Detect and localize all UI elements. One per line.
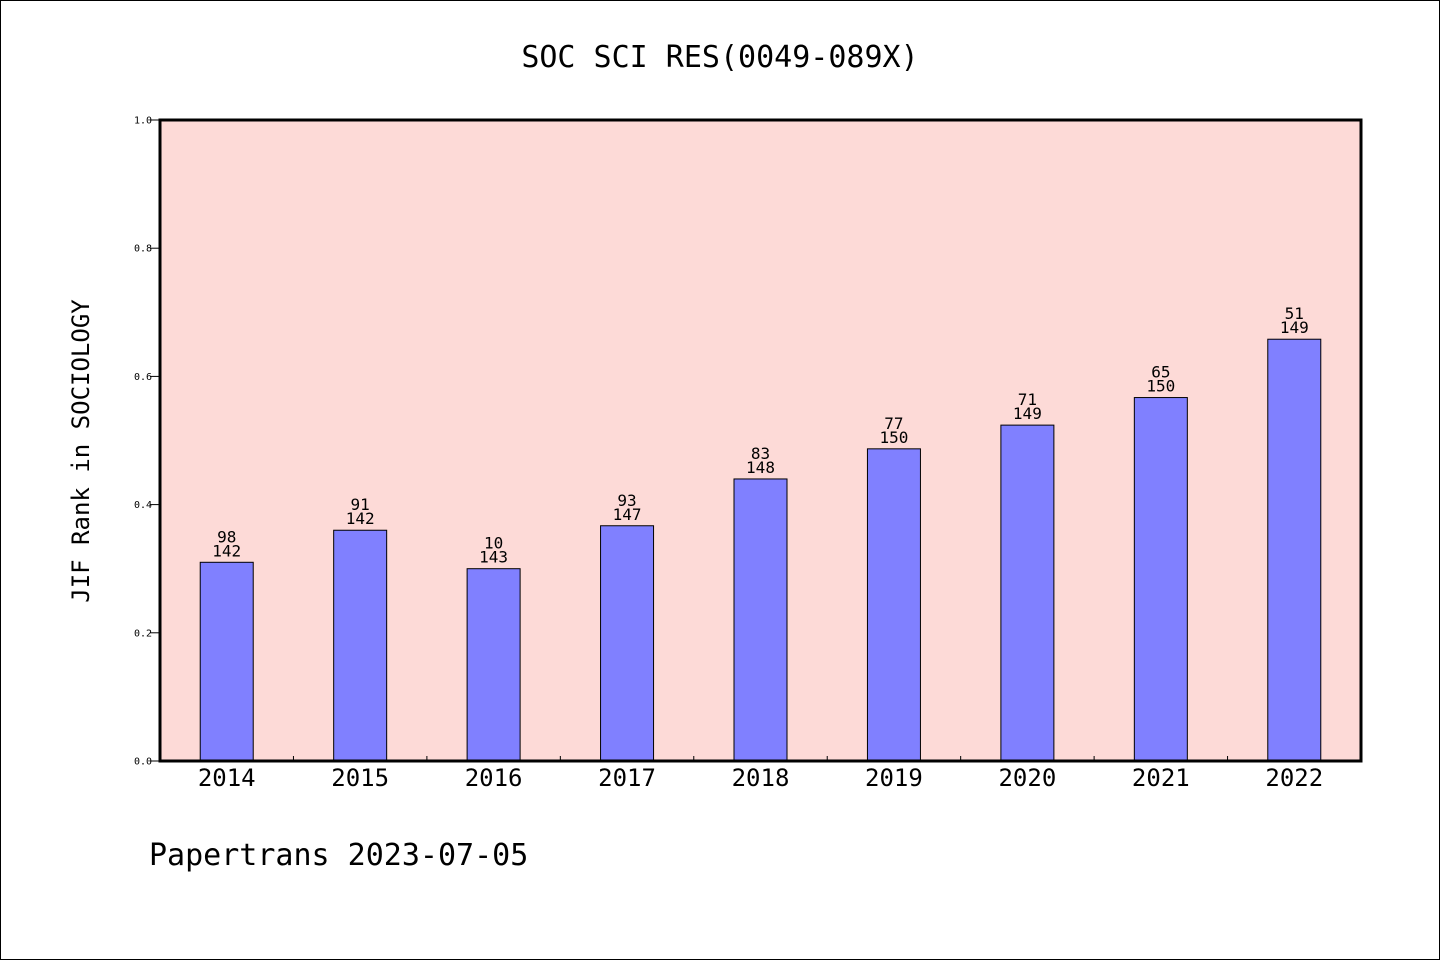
bar-label-total: 142 bbox=[212, 541, 241, 560]
bar-label-rank: 93 bbox=[617, 491, 636, 510]
bar-label-rank: 51 bbox=[1285, 304, 1304, 323]
bar-label-total: 147 bbox=[613, 505, 642, 524]
bar-label-rank: 71 bbox=[1018, 390, 1037, 409]
bar-label-total: 149 bbox=[1280, 318, 1309, 337]
y-tick-label: 0.6 bbox=[134, 372, 152, 383]
bar-label-rank: 98 bbox=[217, 527, 236, 546]
bar-label-total: 150 bbox=[1146, 377, 1175, 396]
y-axis-label: JIF Rank in SOCIOLOGY bbox=[67, 299, 95, 603]
bar bbox=[866, 448, 921, 762]
x-tick-label: 2021 bbox=[1132, 764, 1190, 792]
plot-border bbox=[158, 118, 1363, 763]
x-tick-label: 2019 bbox=[865, 764, 923, 792]
bar-label-rank: 83 bbox=[751, 444, 770, 463]
bar bbox=[333, 529, 388, 762]
bar bbox=[1000, 424, 1055, 762]
y-tick-label: 1.0 bbox=[134, 116, 152, 127]
x-tick-label: 2016 bbox=[465, 764, 523, 792]
bar-label-total: 149 bbox=[1013, 404, 1042, 423]
bar-label-total: 142 bbox=[346, 509, 375, 528]
y-tick-label: 0.4 bbox=[134, 500, 152, 511]
bar-label-rank: 91 bbox=[351, 495, 370, 514]
bar-label-rank: 10 bbox=[484, 534, 503, 553]
bar bbox=[1267, 338, 1322, 762]
bar-label-rank: 77 bbox=[884, 414, 903, 433]
bar-label-total: 150 bbox=[879, 428, 908, 447]
y-tick-label: 0.8 bbox=[134, 244, 152, 255]
y-tick-label: 0.2 bbox=[134, 628, 152, 639]
x-tick-label: 2017 bbox=[598, 764, 656, 792]
x-tick-label: 2020 bbox=[998, 764, 1056, 792]
x-tick-label: 2015 bbox=[331, 764, 389, 792]
bar bbox=[1133, 397, 1188, 762]
bar-label-total: 148 bbox=[746, 458, 775, 477]
bar-label-rank: 65 bbox=[1151, 363, 1170, 382]
x-tick-label: 2018 bbox=[732, 764, 790, 792]
x-tick-label: 2022 bbox=[1265, 764, 1323, 792]
bar bbox=[733, 478, 788, 762]
bar bbox=[466, 568, 521, 762]
x-tick-label: 2014 bbox=[198, 764, 256, 792]
bar bbox=[600, 525, 655, 762]
footer-text: Papertrans 2023-07-05 bbox=[149, 838, 528, 873]
y-tick-label: 0.0 bbox=[134, 757, 152, 768]
chart-title: SOC SCI RES(0049-089X) bbox=[521, 40, 918, 75]
bar-label-total: 143 bbox=[479, 548, 508, 567]
bar bbox=[199, 561, 254, 762]
